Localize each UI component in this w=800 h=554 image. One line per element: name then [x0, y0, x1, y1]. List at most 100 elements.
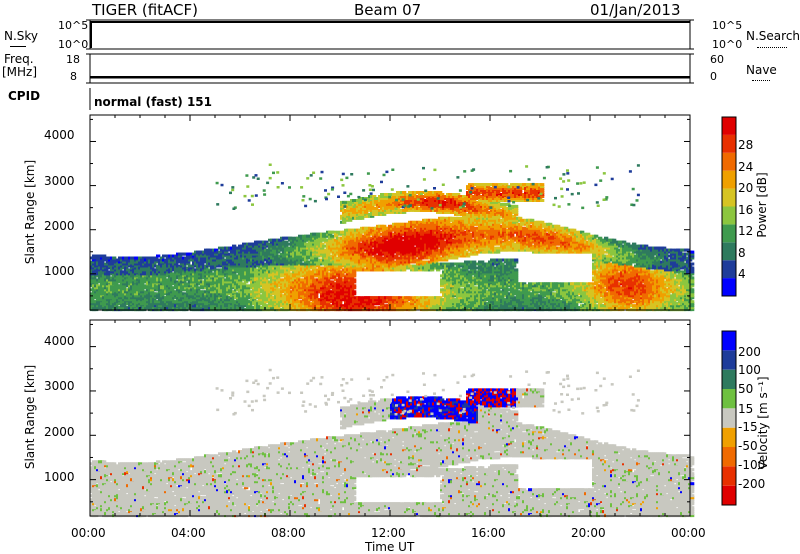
power-cell: [160, 292, 165, 296]
power-cell: [128, 276, 133, 280]
power-cell: [96, 284, 101, 288]
power-cell: [160, 256, 165, 260]
power-cell: [138, 260, 143, 264]
power-cell: [114, 282, 119, 286]
power-cell: [146, 296, 151, 300]
power-cell: [184, 296, 189, 300]
power-cell: [134, 258, 139, 262]
power-cell: [174, 306, 179, 310]
power-cell: [110, 296, 115, 300]
power-cell: [124, 276, 129, 280]
nave-line: [752, 80, 770, 81]
power-cell: [102, 298, 107, 302]
power-cell: [146, 304, 151, 308]
nave-tick-high: 60: [710, 53, 724, 66]
power-cell: [102, 300, 107, 304]
power-cell: [146, 284, 151, 288]
power-cell: [112, 300, 117, 304]
power-cell: [174, 280, 179, 284]
search-tick-high: 10^5: [712, 19, 743, 32]
power-cell: [114, 260, 119, 264]
power-cell: [114, 280, 119, 284]
power-cell: [90, 282, 95, 286]
power-cell: [106, 302, 111, 306]
power-cell: [92, 278, 97, 282]
power-cell: [154, 292, 159, 296]
power-cell: [146, 268, 151, 272]
power-cell: [92, 302, 97, 306]
power-cell: [136, 270, 141, 274]
power-cell: [102, 270, 107, 274]
power-cell: [94, 266, 99, 270]
power-cell: [92, 258, 97, 262]
power-cell: [96, 294, 101, 298]
power-cell: [134, 268, 139, 272]
search-tick-low: 10^0: [712, 38, 743, 51]
power-cell: [174, 270, 179, 274]
status-panels: [86, 19, 694, 110]
power-cell: [116, 300, 121, 304]
power-cell: [100, 262, 105, 266]
power-cell: [98, 288, 103, 292]
power-cell: [102, 304, 107, 308]
power-cell: [112, 256, 117, 260]
power-cell: [156, 254, 161, 258]
power-cell: [158, 276, 163, 280]
power-cell: [158, 274, 163, 278]
power-cell: [126, 294, 131, 298]
power-cell: [328, 304, 333, 308]
cpid-text: normal (fast) 151: [94, 95, 212, 109]
power-cell: [136, 264, 141, 268]
power-cell: [142, 266, 147, 270]
power-cell: [138, 276, 143, 280]
nsky-label: N.Sky: [4, 29, 39, 43]
power-cell: [178, 268, 183, 272]
power-cell: [156, 306, 161, 310]
power-cell: [174, 262, 179, 266]
power-cell: [104, 268, 109, 272]
power-cell: [104, 264, 109, 268]
power-cell: [172, 302, 177, 306]
power-cell: [128, 278, 133, 282]
power-cell: [178, 266, 183, 270]
power-cell: [106, 270, 111, 274]
power-cell: [110, 272, 115, 276]
power-scatter: [90, 163, 695, 312]
nsearch-line: [757, 47, 787, 48]
power-cell: [174, 266, 179, 270]
power-cell: [168, 280, 173, 284]
power-cell: [98, 268, 103, 272]
power-cell: [96, 258, 101, 262]
power-cell: [114, 286, 119, 290]
power-cell: [128, 304, 133, 308]
power-cell: [140, 304, 145, 308]
power-cell: [152, 280, 157, 284]
sky-tick-high: 10^5: [58, 19, 89, 32]
power-cell: [112, 290, 117, 294]
power-cell: [154, 256, 159, 260]
power-cell: [130, 266, 135, 270]
power-cell: [92, 276, 97, 280]
power-cell: [134, 302, 139, 306]
sky-tick-low: 10^0: [58, 38, 89, 51]
power-cell: [136, 278, 141, 282]
power-cell: [160, 262, 165, 266]
power-cell: [96, 264, 101, 268]
power-cell: [182, 280, 187, 284]
power-cell: [102, 266, 107, 270]
power-cell: [96, 280, 101, 284]
power-cell: [142, 302, 147, 306]
power-cell: [140, 278, 145, 282]
power-cell: [182, 264, 187, 268]
freq-frame: [89, 53, 691, 84]
freq-label: Freq.: [4, 52, 34, 66]
power-cell: [124, 272, 129, 276]
power-cell: [90, 298, 95, 302]
power-cell: [118, 268, 123, 272]
freq-tick-high: 18: [66, 53, 80, 66]
power-cell: [178, 278, 183, 282]
power-cell: [166, 288, 171, 292]
power-cell: [138, 256, 143, 260]
power-cell: [142, 264, 147, 268]
power-cell: [106, 282, 111, 286]
